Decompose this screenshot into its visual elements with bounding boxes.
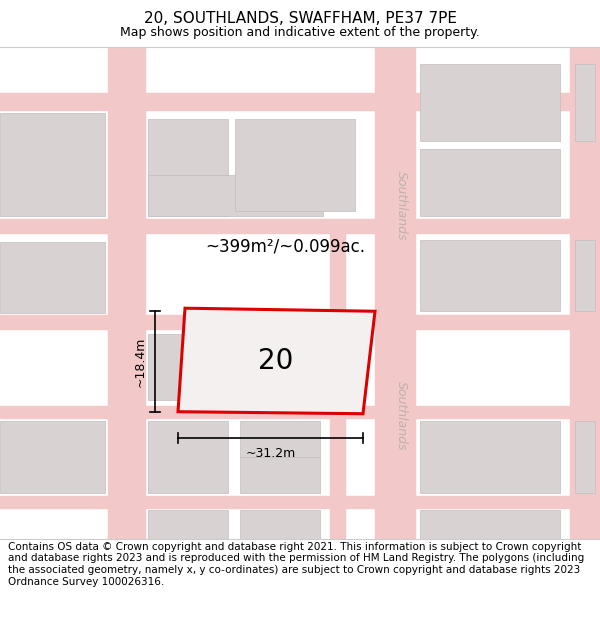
Bar: [0, 421, 105, 492]
Bar: [575, 64, 595, 141]
Text: ~18.4m: ~18.4m: [134, 336, 147, 387]
Text: Southlands: Southlands: [395, 381, 408, 451]
Text: ~399m²/~0.099ac.: ~399m²/~0.099ac.: [205, 238, 365, 256]
Bar: [420, 510, 560, 539]
Text: 20, SOUTHLANDS, SWAFFHAM, PE37 7PE: 20, SOUTHLANDS, SWAFFHAM, PE37 7PE: [143, 11, 457, 26]
Bar: [148, 421, 228, 492]
Bar: [575, 239, 595, 311]
Text: 20: 20: [257, 348, 293, 375]
Bar: [148, 334, 208, 401]
Bar: [148, 510, 228, 539]
Bar: [148, 175, 323, 216]
Bar: [220, 339, 340, 395]
Bar: [235, 119, 355, 211]
Bar: [0, 114, 105, 216]
Bar: [420, 421, 560, 492]
Bar: [420, 64, 560, 141]
Polygon shape: [178, 308, 375, 414]
Bar: [240, 510, 320, 539]
Bar: [575, 421, 595, 492]
Text: Contains OS data © Crown copyright and database right 2021. This information is : Contains OS data © Crown copyright and d…: [8, 542, 584, 587]
Bar: [240, 421, 320, 457]
Text: Southlands: Southlands: [395, 171, 408, 241]
Bar: [240, 457, 320, 492]
Text: Map shows position and indicative extent of the property.: Map shows position and indicative extent…: [120, 26, 480, 39]
Bar: [420, 239, 560, 311]
Bar: [0, 242, 105, 313]
Text: ~31.2m: ~31.2m: [245, 446, 296, 459]
Bar: [420, 149, 560, 216]
Bar: [148, 119, 228, 216]
